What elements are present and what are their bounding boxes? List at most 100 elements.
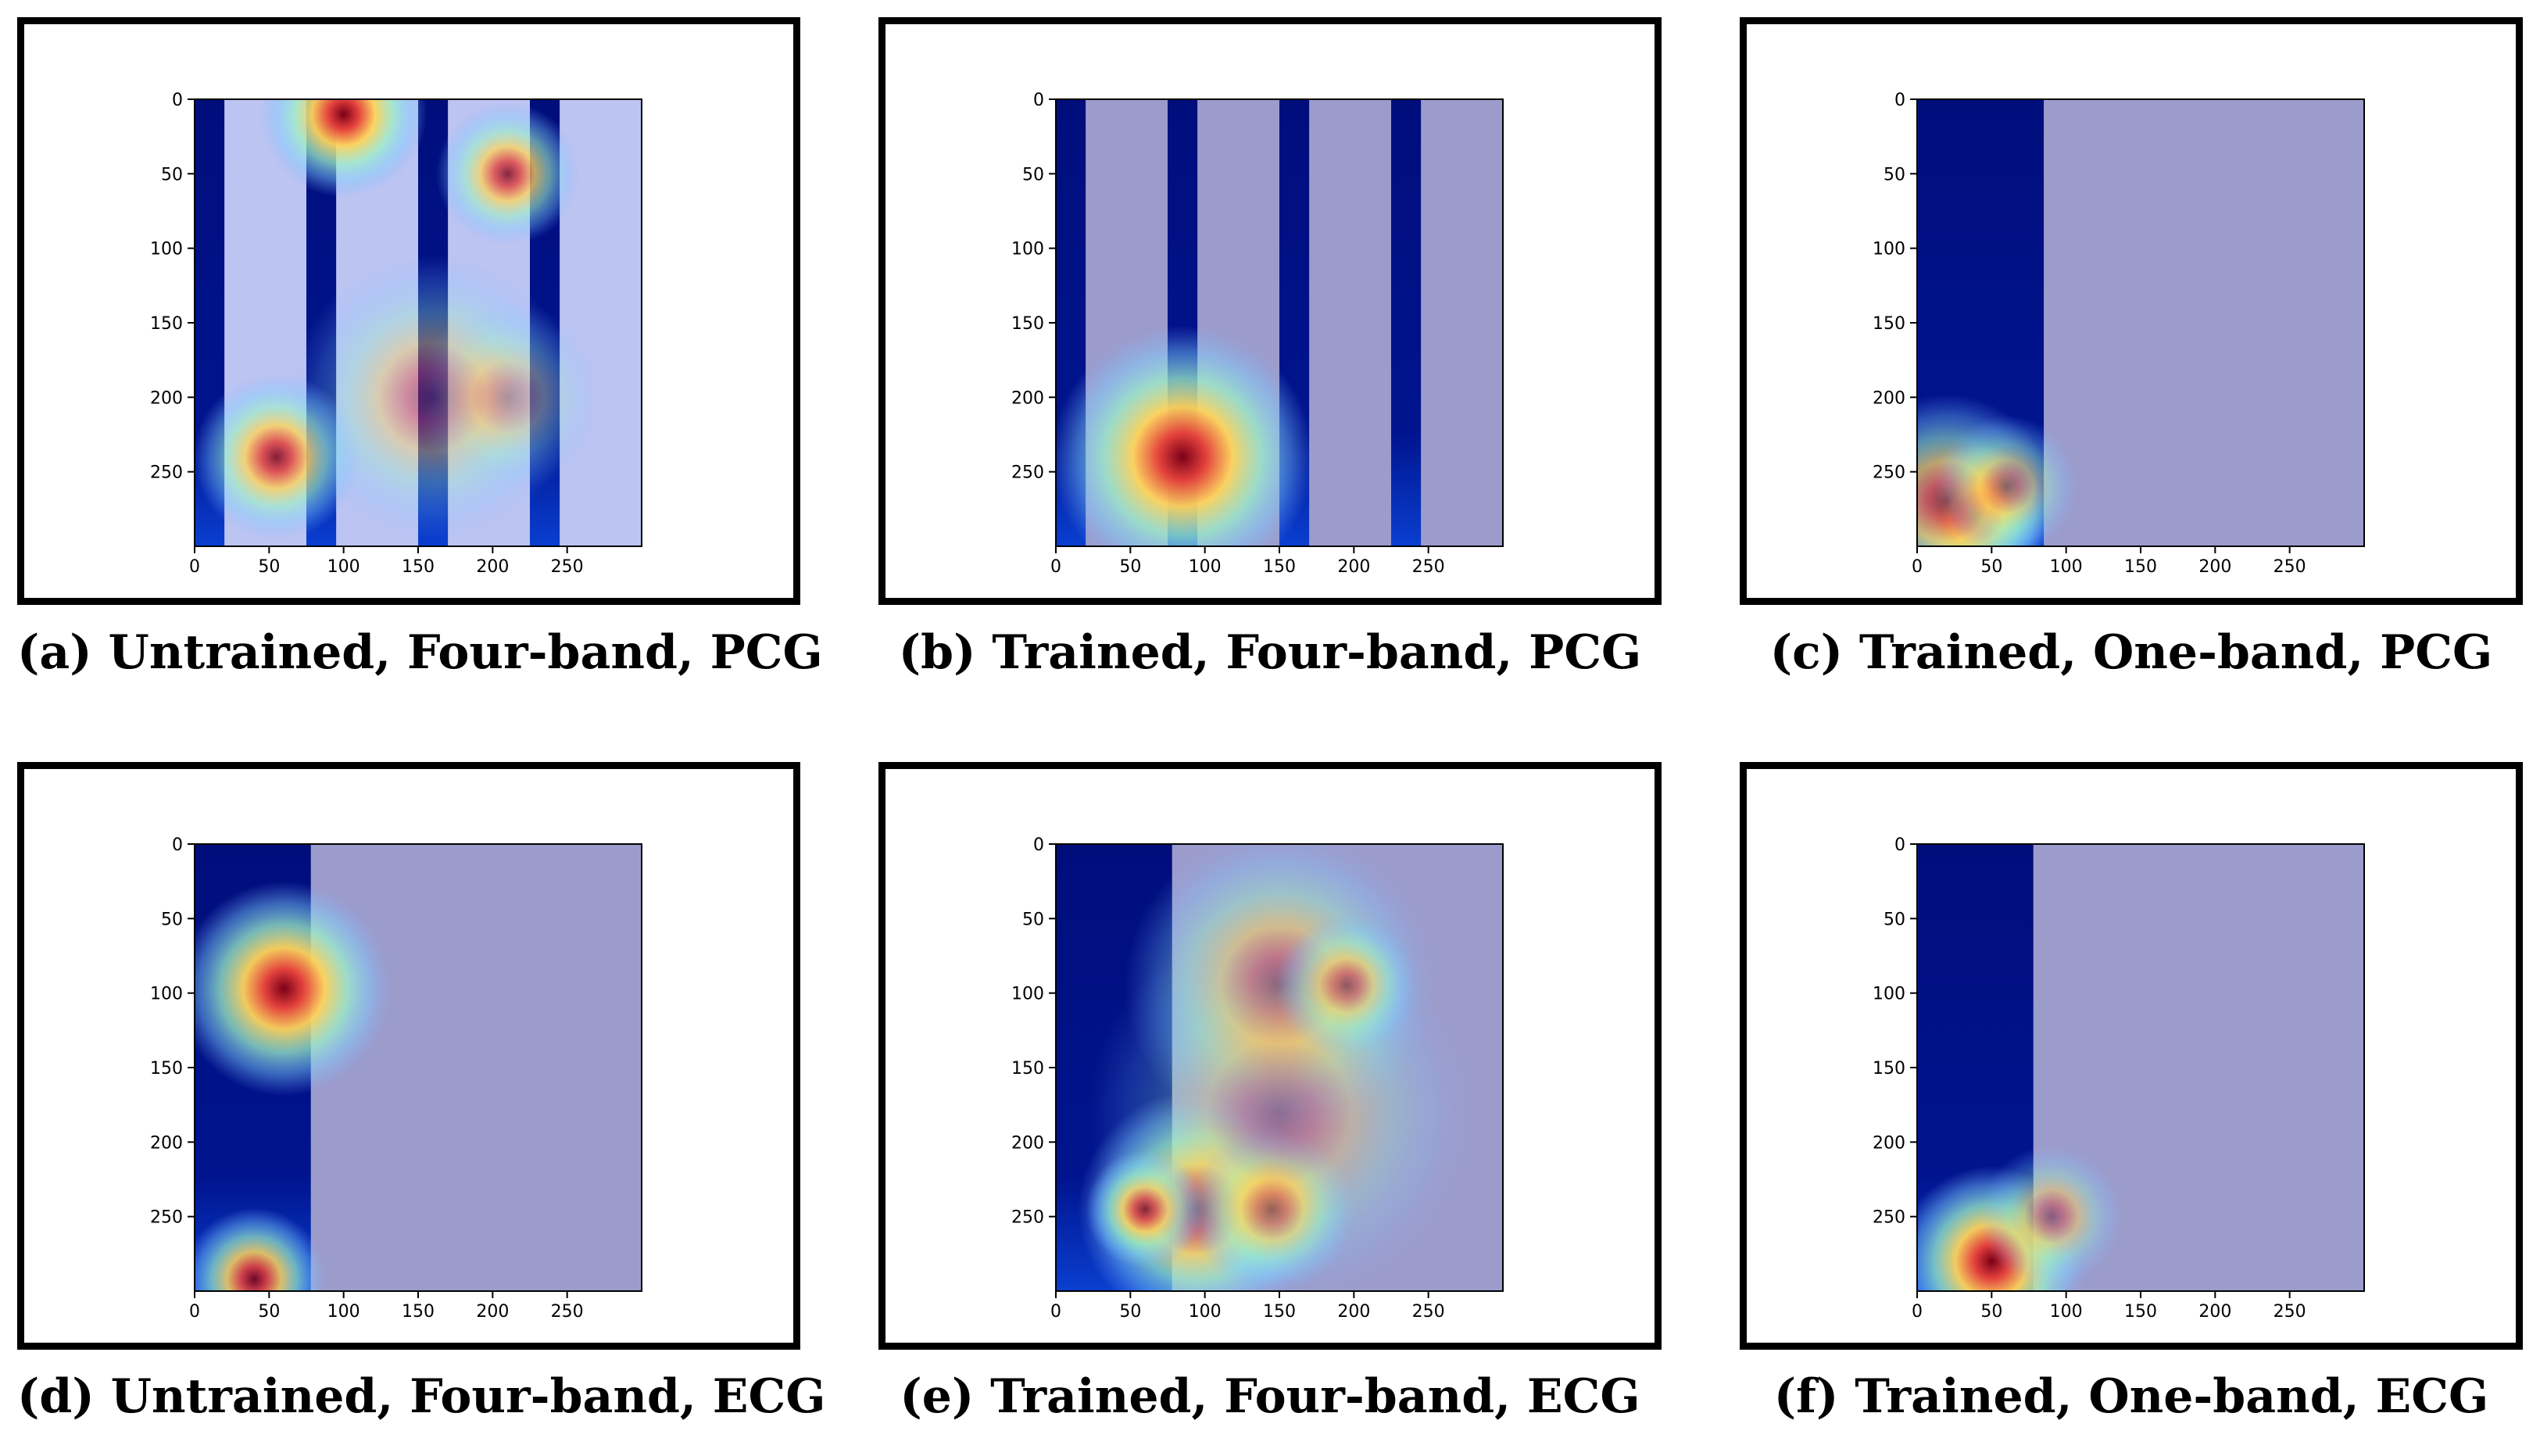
y-tick-label: 150: [150, 1059, 183, 1079]
x-tick-label: 150: [1263, 557, 1296, 577]
hotspot-layer: [195, 881, 392, 1291]
y-tick-label: 150: [1873, 1059, 1905, 1079]
caption-d: (d) Untrained, Four-band, ECG: [17, 1369, 825, 1424]
caption-title: Trained, Four-band, ECG: [990, 1369, 1640, 1424]
y-tick-label: 50: [1884, 165, 1905, 184]
x-tick-label: 200: [1337, 1302, 1370, 1322]
x-tick-label: 200: [2198, 557, 2231, 577]
x-tick-label: 50: [1119, 1302, 1141, 1322]
x-tick-label: 150: [1263, 1302, 1296, 1322]
x-tick-label: 0: [1912, 1302, 1923, 1322]
y-tick-label: 250: [1011, 463, 1044, 483]
panel-d: 0 50 100 150 200 250 0 50 100 150 200 250: [17, 762, 800, 1350]
x-tick-label: 200: [2198, 1302, 2231, 1322]
x-tick-label: 250: [551, 557, 584, 577]
x-tick-label: 150: [2124, 1302, 2157, 1322]
x-tick-label: 100: [2050, 557, 2083, 577]
y-tick-label: 100: [1873, 985, 1905, 1004]
y-tick-label: 0: [1033, 91, 1044, 110]
y-tick-label: 0: [172, 835, 183, 855]
caption-label: (d): [17, 1369, 95, 1424]
hotspot-0: [195, 881, 392, 1096]
panel-e: 0 50 100 150 200 250 0 50 100 150 200 250: [878, 762, 1662, 1350]
y-tick-label: 0: [1033, 835, 1044, 855]
caption-title: Trained, Four-band, PCG: [992, 625, 1642, 680]
caption-f: (f) Trained, One-band, ECG: [1740, 1369, 2523, 1424]
y-tick-label: 250: [1873, 463, 1905, 483]
heatmap-canvas: [1056, 99, 1503, 546]
caption-label: (c): [1769, 625, 1844, 680]
y-tick-label: 50: [1022, 910, 1044, 929]
x-tick-label: 200: [476, 557, 509, 577]
heatmap-c: 0 50 100 150 200 250 0 50 100 150 200 250: [1873, 91, 2365, 577]
x-tick-label: 0: [1050, 557, 1061, 577]
y-tick-label: 0: [1894, 835, 1905, 855]
hotspot-1: [1980, 1145, 2123, 1289]
caption-title: Trained, One-band, PCG: [1858, 625, 2493, 680]
hotspot-layer: [1078, 844, 1470, 1291]
x-tick-label: 50: [1119, 557, 1141, 577]
heatmap-canvas: [195, 844, 642, 1291]
x-tick-label: 150: [402, 1302, 435, 1322]
y-tick-label: 250: [1011, 1208, 1044, 1228]
y-tick-label: 250: [150, 463, 183, 483]
x-tick-label: 100: [1189, 1302, 1222, 1322]
heatmap-canvas: [1917, 99, 2364, 546]
caption-label: (f): [1773, 1369, 1839, 1424]
x-tick-label: 50: [1980, 557, 2002, 577]
y-tick-label: 150: [1011, 1059, 1044, 1079]
caption-b: (b) Trained, Four-band, PCG: [878, 625, 1662, 680]
hotspot-2: [1934, 415, 2078, 546]
heatmap-b: 0 50 100 150 200 250 0 50 100 150 200 250: [1011, 91, 1504, 577]
x-tick-label: 50: [1980, 1302, 2002, 1322]
y-tick-label: 0: [1894, 91, 1905, 110]
y-tick-label: 250: [1873, 1208, 1905, 1228]
heatmap-d: 0 50 100 150 200 250 0 50 100 150 200 250: [150, 835, 642, 1322]
x-tick-label: 250: [551, 1302, 584, 1322]
y-tick-label: 50: [161, 910, 183, 929]
heatmap-a: 0 50 100 150 200 250 0 50 100 150 200 250: [150, 91, 642, 577]
x-tick-label: 100: [1189, 557, 1222, 577]
caption-title: Untrained, Four-band, ECG: [110, 1369, 826, 1424]
y-tick-label: 50: [1022, 165, 1044, 184]
x-tick-label: 0: [1050, 1302, 1061, 1322]
y-tick-label: 150: [1873, 314, 1905, 334]
caption-label: (a): [17, 625, 92, 680]
hotspot-layer: [195, 99, 603, 541]
hotspot-layer: [1056, 325, 1314, 546]
caption-e: (e) Trained, Four-band, ECG: [878, 1369, 1662, 1424]
panel-f: 0 50 100 150 200 250 0 50 100 150 200 250: [1740, 762, 2523, 1350]
x-tick-label: 250: [1412, 557, 1445, 577]
y-tick-label: 200: [1011, 388, 1044, 408]
caption-title: Untrained, Four-band, PCG: [108, 625, 823, 680]
y-tick-label: 200: [1873, 388, 1905, 408]
heatmap-canvas: [1917, 844, 2364, 1291]
y-tick-label: 100: [1011, 985, 1044, 1004]
caption-c: (c) Trained, One-band, PCG: [1740, 625, 2523, 680]
panel-b: 0 50 100 150 200 250 0 50 100 150 200 250: [878, 17, 1662, 605]
y-tick-label: 0: [172, 91, 183, 110]
x-tick-label: 0: [1912, 557, 1923, 577]
x-tick-label: 250: [1412, 1302, 1445, 1322]
y-tick-label: 100: [1873, 240, 1905, 259]
x-tick-label: 150: [402, 557, 435, 577]
x-tick-label: 250: [2273, 1302, 2306, 1322]
y-tick-label: 200: [150, 1133, 183, 1153]
panel-a: 0 50 100 150 200 250 0 50 100 150 200 250: [17, 17, 800, 605]
y-tick-label: 200: [1011, 1133, 1044, 1153]
y-tick-label: 100: [1011, 240, 1044, 259]
hotspot-0: [259, 99, 428, 198]
x-tick-label: 150: [2124, 557, 2157, 577]
hotspot-5: [1089, 921, 1470, 1291]
caption-title: Trained, One-band, ECG: [1855, 1369, 2489, 1424]
panel-c: 0 50 100 150 200 250 0 50 100 150 200 250: [1740, 17, 2523, 605]
heatmap-canvas: [195, 99, 642, 546]
y-tick-label: 150: [150, 314, 183, 334]
hotspot-4: [412, 302, 603, 493]
x-tick-label: 100: [327, 1302, 360, 1322]
caption-label: (e): [900, 1369, 975, 1424]
y-tick-label: 200: [150, 388, 183, 408]
y-tick-label: 100: [150, 985, 183, 1004]
hotspot-1: [195, 1207, 326, 1291]
hotspot-0: [1056, 325, 1314, 546]
